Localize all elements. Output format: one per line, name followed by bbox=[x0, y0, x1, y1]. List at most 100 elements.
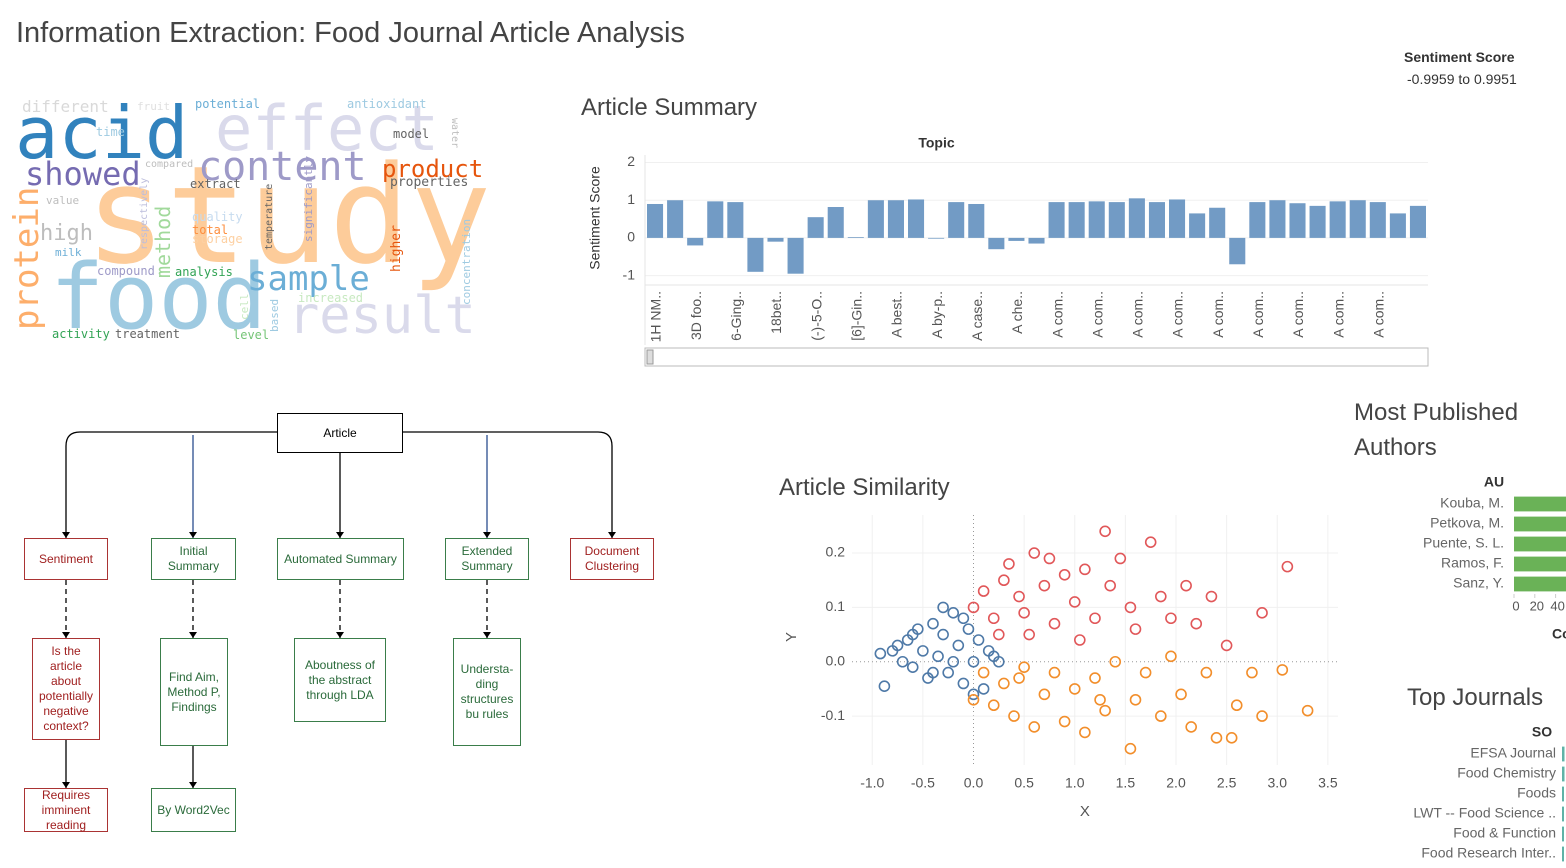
point bbox=[1028, 721, 1041, 733]
bar bbox=[847, 237, 864, 238]
word: analysis bbox=[175, 265, 233, 279]
point bbox=[1089, 612, 1101, 625]
category-label: Ramos, F. bbox=[1441, 555, 1504, 571]
point bbox=[1028, 547, 1041, 559]
section-title: Most Published Authors bbox=[1354, 399, 1519, 461]
point bbox=[998, 677, 1010, 690]
bar bbox=[1562, 766, 1565, 782]
scroll-thumb[interactable] bbox=[646, 349, 654, 365]
x-tick-label: -0.5 bbox=[911, 775, 935, 791]
point bbox=[1043, 552, 1056, 565]
point bbox=[1109, 655, 1122, 668]
x-tick-label: 1.5 bbox=[1116, 775, 1136, 791]
diagram-node: Extended Summary bbox=[445, 538, 529, 580]
x-tick-label: A com.. bbox=[1049, 291, 1065, 338]
point bbox=[1099, 525, 1111, 538]
section-title: Article Similarity bbox=[779, 474, 950, 501]
point bbox=[896, 655, 909, 668]
point bbox=[891, 639, 904, 652]
scrollbar[interactable] bbox=[644, 347, 1429, 367]
diagram-node: Automated Summary bbox=[277, 538, 404, 580]
x-tick-label: A com.. bbox=[1089, 291, 1105, 338]
point bbox=[1094, 693, 1106, 706]
point bbox=[1099, 704, 1111, 717]
y-tick-label: 2 bbox=[627, 153, 635, 169]
bar bbox=[1289, 203, 1306, 238]
point bbox=[1210, 732, 1223, 744]
legend-range: -0.9959 to 0.9951 bbox=[1407, 71, 1517, 87]
point bbox=[1013, 672, 1025, 684]
point bbox=[1155, 590, 1167, 603]
category-label: Food Chemistry bbox=[1457, 765, 1556, 781]
point bbox=[1068, 683, 1081, 695]
word: level bbox=[233, 328, 269, 342]
axis-title: Topic bbox=[918, 135, 955, 151]
point bbox=[1068, 596, 1081, 608]
bar bbox=[727, 202, 744, 238]
bar bbox=[1409, 205, 1426, 238]
bar bbox=[1209, 207, 1226, 238]
point bbox=[1124, 742, 1137, 755]
point bbox=[874, 647, 887, 660]
x-tick-label: A case.. bbox=[969, 291, 985, 341]
x-tick-label: 18bet.. bbox=[768, 291, 784, 334]
x-tick-label: A by-p.. bbox=[929, 291, 945, 338]
x-tick-label: A com.. bbox=[1371, 291, 1387, 338]
category-label: Petkova, M. bbox=[1430, 515, 1504, 531]
word: potential bbox=[195, 97, 260, 111]
point bbox=[1129, 693, 1142, 706]
bar bbox=[827, 207, 844, 238]
word: different bbox=[22, 97, 109, 116]
x-tick-label: A che.. bbox=[1009, 291, 1025, 334]
point bbox=[878, 680, 891, 692]
bar bbox=[687, 237, 704, 246]
point bbox=[927, 617, 939, 630]
point bbox=[1230, 699, 1243, 712]
point bbox=[987, 612, 1000, 625]
x-tick-label: 3.0 bbox=[1268, 775, 1288, 791]
diagram-node: Document Clustering bbox=[570, 538, 654, 580]
point bbox=[1003, 558, 1015, 570]
point bbox=[1013, 590, 1025, 603]
bar bbox=[1349, 200, 1366, 238]
bar bbox=[887, 200, 904, 238]
y-tick-label: 0.0 bbox=[826, 652, 846, 668]
bar bbox=[647, 203, 664, 238]
word: based bbox=[268, 299, 281, 332]
bar bbox=[1269, 200, 1286, 238]
diagram-node: Aboutness of the abstract through LDA bbox=[294, 638, 386, 722]
point bbox=[977, 585, 990, 597]
point bbox=[957, 677, 970, 690]
point bbox=[1058, 568, 1071, 581]
point bbox=[977, 666, 990, 679]
bar bbox=[1008, 237, 1025, 241]
bar bbox=[707, 201, 724, 238]
bar bbox=[1229, 237, 1246, 265]
bar bbox=[1169, 199, 1186, 238]
word: total bbox=[192, 223, 228, 237]
legend-title: Sentiment Score bbox=[1404, 49, 1515, 65]
diagram-node: Understa-ding structures bu rules bbox=[453, 638, 521, 746]
x-tick-label: [6]-Gin.. bbox=[849, 291, 865, 341]
point bbox=[1008, 710, 1020, 722]
point bbox=[937, 601, 949, 614]
word: milk bbox=[55, 246, 82, 259]
bar bbox=[948, 202, 965, 238]
word: properties bbox=[390, 175, 468, 190]
point bbox=[947, 655, 960, 668]
word: increased bbox=[298, 291, 363, 305]
x-tick-label: A com.. bbox=[1210, 291, 1226, 338]
x-tick-label: 0.5 bbox=[1014, 775, 1034, 791]
bar bbox=[1562, 746, 1565, 762]
word: concentration bbox=[460, 219, 473, 305]
word: result bbox=[288, 286, 476, 346]
word: sample bbox=[247, 259, 370, 299]
point bbox=[1038, 688, 1051, 701]
point bbox=[1220, 639, 1233, 652]
x-tick-label: 40 bbox=[1550, 598, 1564, 613]
diagram-connectors bbox=[62, 431, 616, 788]
word: time bbox=[96, 125, 125, 139]
word: storage bbox=[192, 232, 243, 246]
bar bbox=[1514, 496, 1566, 512]
